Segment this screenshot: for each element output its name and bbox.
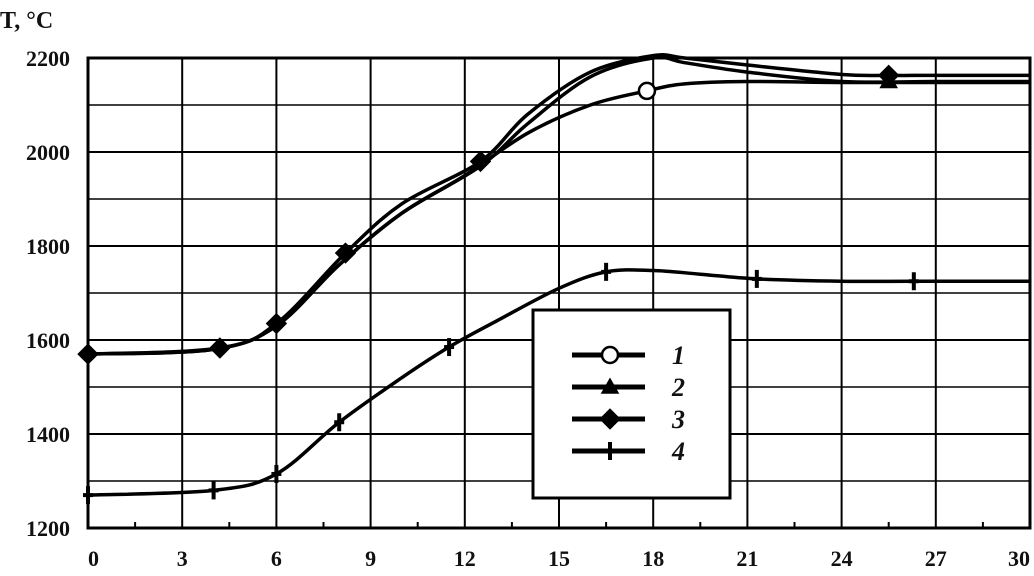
y-axis-label: T, °C — [0, 8, 53, 34]
series-1-marker — [637, 81, 657, 101]
series-3-marker — [265, 312, 288, 335]
x-tick-label: 21 — [736, 546, 758, 571]
x-tick-label: 6 — [271, 546, 282, 571]
x-tick-label: 3 — [177, 546, 188, 571]
y-tick-label: 1200 — [26, 516, 70, 541]
legend-label-1: 1 — [672, 341, 685, 370]
series-4-marker — [601, 262, 612, 281]
x-tick-label: 30 — [1008, 546, 1030, 571]
y-tick-label: 2000 — [26, 140, 70, 165]
series-4-marker — [208, 481, 219, 500]
y-tick-label: 1800 — [26, 234, 70, 259]
legend-label-2: 2 — [671, 373, 685, 402]
series-4-marker — [908, 272, 919, 291]
y-tick-label: 1600 — [26, 328, 70, 353]
series-4-marker — [83, 486, 93, 505]
x-tick-label: 0 — [88, 546, 99, 571]
legend-box — [531, 308, 732, 500]
x-tick-label: 15 — [548, 546, 570, 571]
y-tick-label: 2200 — [26, 46, 70, 71]
x-tick-label: 9 — [365, 546, 376, 571]
legend-marker-3 — [599, 408, 621, 430]
series-4-marker — [334, 413, 345, 432]
series-4-marker — [751, 269, 762, 288]
series-3-marker — [469, 150, 492, 173]
series-3-marker — [877, 64, 900, 87]
x-tick-label: 12 — [454, 546, 476, 571]
series-3-marker — [209, 337, 231, 359]
y-tick-label: 1400 — [26, 422, 70, 447]
x-tick-label: 24 — [831, 546, 853, 571]
legend-marker-2 — [600, 377, 620, 394]
series-4-marker — [444, 338, 455, 357]
legend-label-4: 4 — [671, 437, 685, 466]
series-3-marker — [334, 242, 357, 264]
legend-label-3: 3 — [671, 405, 685, 434]
series-4-marker — [271, 464, 282, 483]
legend-marker-4 — [605, 442, 615, 460]
series-3-line — [87, 53, 1030, 356]
legend-marker-1 — [600, 345, 620, 365]
x-tick-label: 18 — [642, 546, 664, 571]
x-tick-label: 27 — [925, 546, 947, 571]
series-3-marker — [77, 343, 99, 365]
